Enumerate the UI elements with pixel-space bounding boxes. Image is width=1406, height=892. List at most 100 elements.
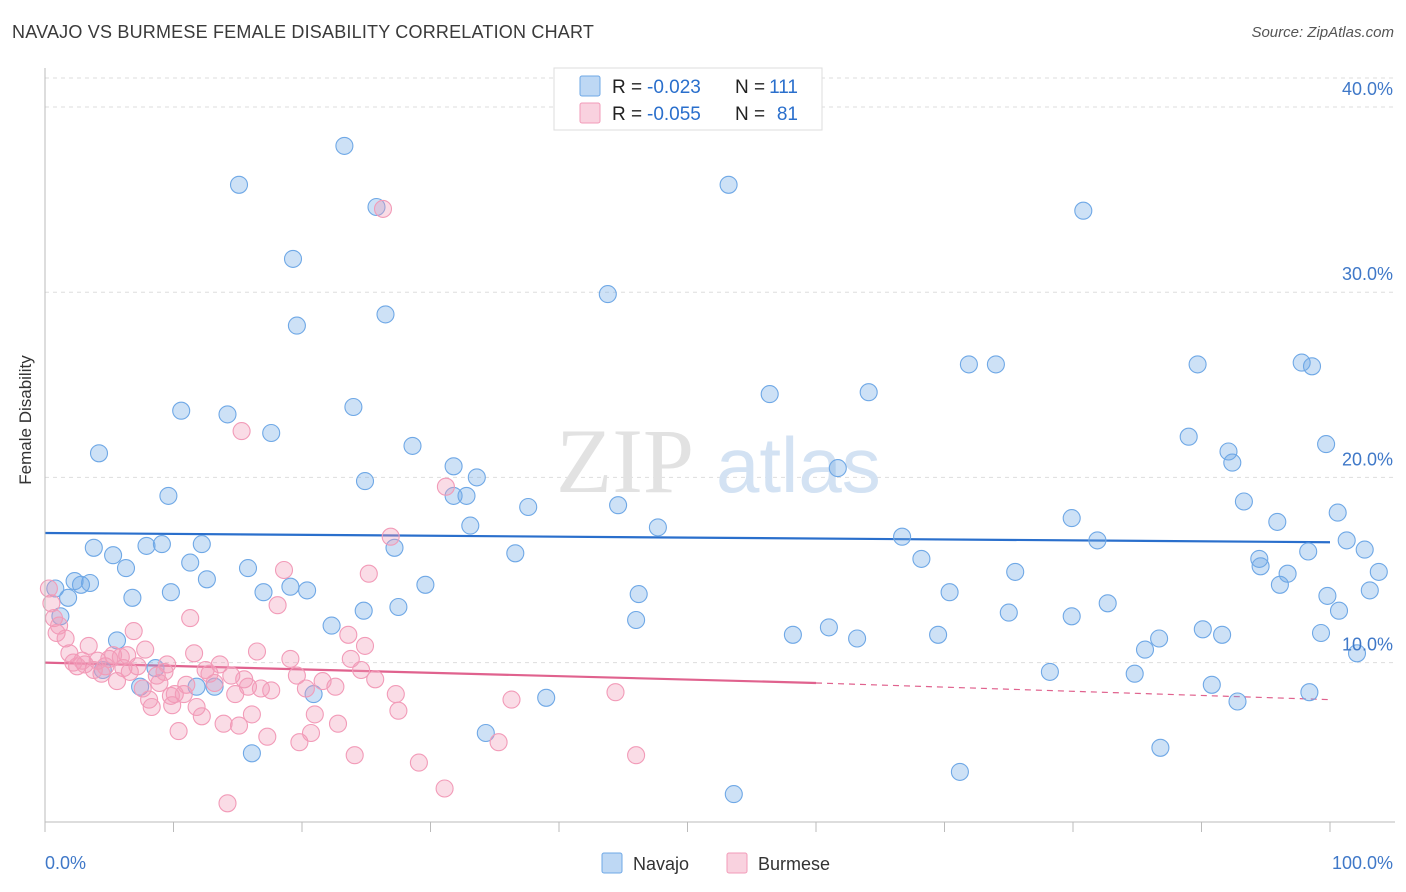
burmese-point	[163, 696, 182, 715]
navajo-point	[1088, 531, 1107, 550]
navajo-point	[444, 457, 463, 476]
burmese-point	[210, 655, 229, 674]
navajo-point	[912, 549, 931, 568]
navajo-point	[146, 659, 165, 678]
burmese-point	[192, 707, 211, 726]
navajo-point	[262, 423, 281, 443]
navajo-point	[444, 486, 463, 505]
navajo-point	[598, 285, 617, 304]
navajo-point	[950, 762, 969, 781]
burmese-point	[200, 664, 219, 683]
burmese-point	[242, 705, 261, 724]
burmese-legend-swatch	[579, 102, 601, 124]
navajo-point	[254, 583, 273, 602]
burmese-point	[339, 625, 358, 644]
burmese-point	[47, 623, 66, 643]
y-tick-label: 40.0%	[1342, 79, 1393, 99]
burmese-point	[158, 655, 177, 674]
burmese-point	[436, 477, 455, 496]
navajo-point	[71, 575, 91, 594]
navajo-point	[287, 316, 306, 335]
navajo-point	[1347, 644, 1367, 663]
navajo-point	[104, 546, 123, 565]
navajo-point	[848, 629, 867, 648]
burmese-point	[381, 527, 400, 546]
navajo-point	[719, 175, 738, 194]
navajo-point	[192, 535, 211, 554]
navajo-point	[1040, 662, 1059, 681]
navajo-point	[1299, 542, 1318, 561]
burmese-point	[169, 722, 188, 741]
navajo-point	[627, 610, 646, 630]
navajo-point	[986, 355, 1005, 374]
navajo-point	[859, 383, 878, 402]
burmese-point	[155, 662, 174, 681]
navajo-point	[760, 385, 779, 404]
burmese-point	[489, 733, 508, 752]
navajo-point	[940, 583, 959, 602]
legend-n-label: N =	[735, 77, 765, 98]
navajo-point	[467, 468, 486, 487]
navajo-point	[959, 355, 978, 374]
axes: 10.0% 20.0% 30.0% 40.0% 0.0% 100.0%	[44, 68, 1395, 873]
navajo-point	[89, 444, 109, 463]
navajo-point	[137, 536, 156, 555]
navajo-point	[1328, 503, 1347, 522]
x-tick-label-max: 100.0%	[1332, 853, 1393, 873]
navajo-bottom-label: Navajo	[633, 854, 689, 874]
burmese-point	[140, 690, 159, 709]
navajo-point	[416, 575, 435, 594]
navajo-point	[929, 625, 948, 644]
data-points	[39, 136, 1388, 813]
burmese-point	[136, 640, 155, 659]
navajo-point	[1355, 540, 1374, 559]
navajo-point	[1179, 427, 1198, 446]
navajo-point	[242, 744, 261, 763]
burmese-point	[274, 560, 294, 580]
burmese-point	[359, 564, 378, 583]
navajo-point	[1369, 562, 1388, 581]
navajo-point	[1228, 692, 1247, 711]
burmese-point	[355, 636, 375, 655]
burmese-point	[232, 422, 251, 441]
navajo-point	[1193, 620, 1212, 639]
bottom-legend: Navajo Burmese	[601, 852, 830, 874]
burmese-point	[389, 701, 408, 720]
watermark-zip: ZIP	[556, 410, 694, 512]
burmese-point	[281, 649, 300, 668]
navajo-point	[1337, 531, 1356, 550]
burmese-point	[435, 779, 454, 798]
navajo-point	[1251, 557, 1270, 576]
navajo-point	[46, 579, 65, 598]
navajo-point	[1302, 357, 1322, 376]
navajo-point	[1202, 675, 1221, 694]
navajo-point	[322, 616, 341, 635]
burmese-point	[301, 723, 321, 743]
y-tick-label: 20.0%	[1342, 449, 1393, 469]
navajo-point	[1234, 492, 1253, 511]
burmese-point	[133, 679, 152, 698]
burmese-trend-extrapolation	[815, 682, 1331, 701]
burmese-point	[181, 609, 200, 628]
navajo-point	[1317, 435, 1336, 454]
navajo-point	[1006, 562, 1025, 581]
legend-box: R = -0.023 N = 111 R = -0.055 N = 81	[553, 67, 823, 131]
burmese-point	[177, 675, 196, 694]
burmese-point	[328, 714, 348, 733]
burmese-point	[366, 670, 385, 689]
navajo-point	[335, 136, 354, 155]
navajo-point	[519, 497, 538, 517]
trend-lines	[44, 531, 1331, 701]
burmese-point	[39, 579, 58, 598]
navajo-point	[229, 175, 249, 194]
legend-r-label: R =	[612, 104, 642, 125]
navajo-point	[609, 496, 628, 515]
navajo-point	[1329, 601, 1349, 620]
navajo-point	[376, 305, 395, 324]
burmese-r-value: -0.055	[647, 104, 701, 125]
y-tick-label: 10.0%	[1342, 635, 1393, 655]
navajo-point	[1150, 629, 1169, 648]
burmese-point	[214, 714, 233, 733]
watermark-atlas: atlas	[716, 421, 881, 509]
